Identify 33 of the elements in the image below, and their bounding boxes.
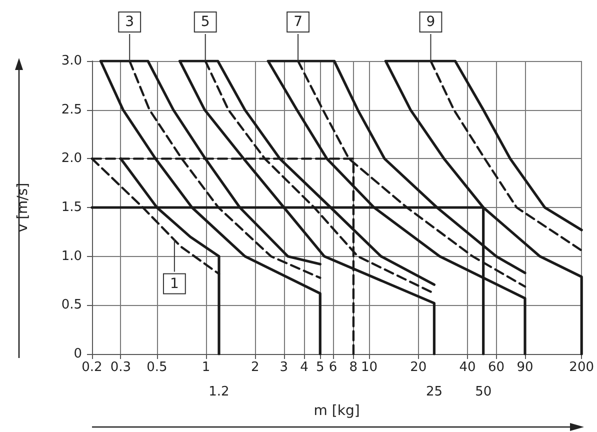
x-tick-label: 3 [280, 360, 288, 375]
x-tick-label: 200 [569, 360, 594, 375]
x-tick-label: 20 [410, 360, 427, 375]
x-tick-label: 5 [316, 360, 324, 375]
x-tick-label: 4 [300, 360, 308, 375]
x-tick-label: 6 [328, 360, 338, 375]
x-tick-label: 0.3 [110, 360, 132, 375]
annotation: 5 [200, 14, 210, 30]
x-tick-label: 0.5 [146, 360, 168, 375]
annotation: 1 [170, 276, 179, 292]
annotation: 9 [426, 14, 436, 30]
annotation: 3 [125, 14, 134, 30]
x-tick-label: 10 [360, 360, 378, 375]
annotation: 50 [475, 384, 492, 400]
x-tick-label: 1 [202, 360, 210, 375]
x-tick-label: 40 [459, 360, 476, 375]
y-tick-label: 3.0 [61, 54, 82, 68]
annotation: 1.2 [208, 384, 230, 400]
x-axis-title: m [kg] [314, 403, 360, 419]
y-tick-label: 1.5 [61, 200, 82, 215]
x-tick-label: 0.2 [82, 360, 102, 375]
y-tick-label: 1.0 [61, 248, 82, 264]
x-tick-label: 90 [516, 360, 534, 375]
y-tick-label: 2.5 [61, 102, 82, 118]
y-tick-label: 2.0 [61, 151, 82, 166]
x-tick-label: 60 [488, 360, 505, 375]
y-axis-title: v [m/s] [15, 182, 31, 232]
y-tick-label: 0 [74, 346, 82, 362]
annotation: 7 [294, 14, 302, 30]
x-tick-label: 2 [251, 360, 260, 375]
annotation: 25 [426, 384, 442, 400]
y-tick-label: 0.5 [61, 298, 82, 313]
x-tick-label: 8 [349, 360, 358, 375]
